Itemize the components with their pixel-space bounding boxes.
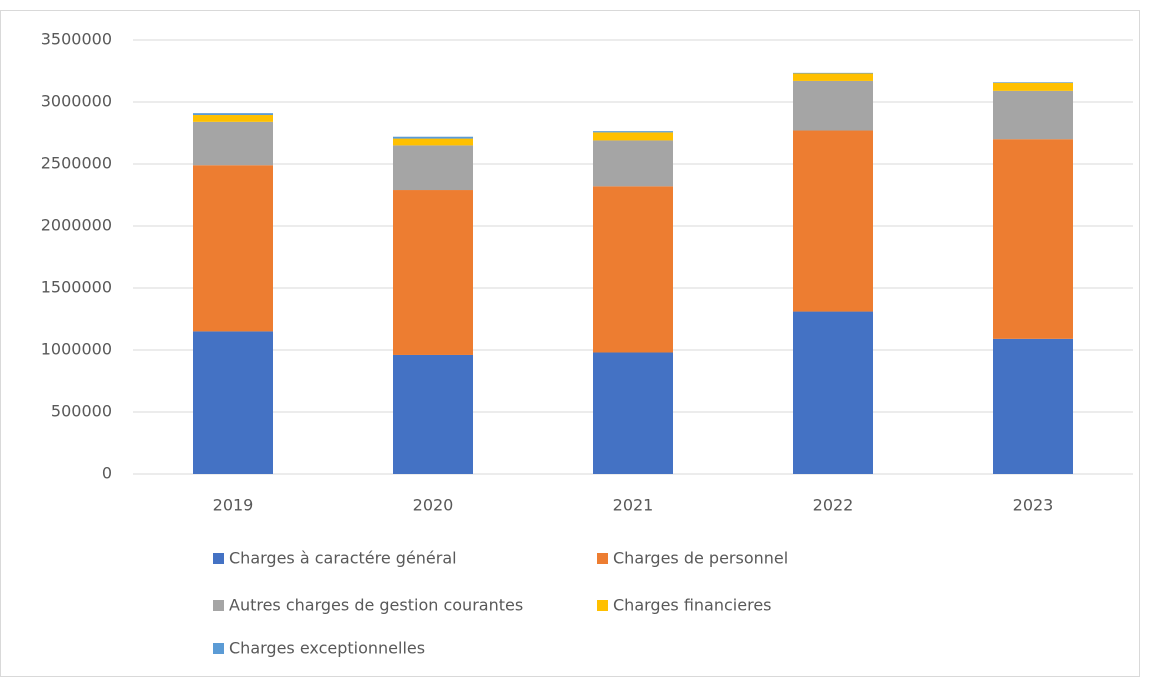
y-tick-label: 0	[102, 464, 112, 483]
x-tick-label: 2021	[613, 496, 654, 515]
y-tick-label: 3500000	[41, 30, 112, 49]
bar-segment	[593, 131, 673, 133]
y-tick-label: 2500000	[41, 154, 112, 173]
bar-segment	[193, 121, 273, 166]
legend-label: Charges de personnel	[613, 549, 788, 568]
chart-frame	[0, 10, 1140, 677]
bar-segment	[593, 132, 673, 141]
bar-segment	[193, 115, 273, 122]
legend-swatch	[597, 600, 608, 611]
bar-segment	[993, 82, 1073, 83]
bar-segment	[593, 352, 673, 474]
x-tick-label: 2019	[213, 496, 254, 515]
bar-segment	[193, 113, 273, 116]
y-tick-label: 2000000	[41, 216, 112, 235]
bar-segment	[793, 130, 873, 312]
bar-segment	[593, 186, 673, 353]
bar-segment	[993, 139, 1073, 339]
legend-swatch	[213, 643, 224, 654]
bar-segment	[393, 354, 473, 474]
legend-label: Charges exceptionnelles	[229, 639, 425, 658]
y-tick-label: 1000000	[41, 340, 112, 359]
bar-segment	[993, 338, 1073, 474]
y-tick-label: 1500000	[41, 278, 112, 297]
bar-segment	[393, 145, 473, 191]
y-tick-label: 500000	[51, 402, 112, 421]
bar-segment	[793, 80, 873, 131]
bar-segment	[593, 140, 673, 187]
bar-segment	[793, 311, 873, 474]
bar-segment	[393, 190, 473, 355]
bar-segment	[793, 73, 873, 81]
legend-swatch	[597, 553, 608, 564]
bar-segment	[193, 165, 273, 332]
x-tick-label: 2023	[1013, 496, 1054, 515]
bar-segment	[393, 136, 473, 139]
legend-label: Autres charges de gestion courantes	[229, 596, 523, 615]
legend-label: Charges financieres	[613, 596, 772, 615]
bar-segment	[993, 82, 1073, 91]
bar-segment	[993, 90, 1073, 140]
x-tick-label: 2020	[413, 496, 454, 515]
bar-segment	[393, 138, 473, 146]
legend-swatch	[213, 553, 224, 564]
y-tick-label: 3000000	[41, 92, 112, 111]
x-tick-label: 2022	[813, 496, 854, 515]
bar-segment	[793, 72, 873, 74]
bar-segment	[193, 331, 273, 474]
legend-swatch	[213, 600, 224, 611]
legend-label: Charges à caractére général	[229, 549, 457, 568]
